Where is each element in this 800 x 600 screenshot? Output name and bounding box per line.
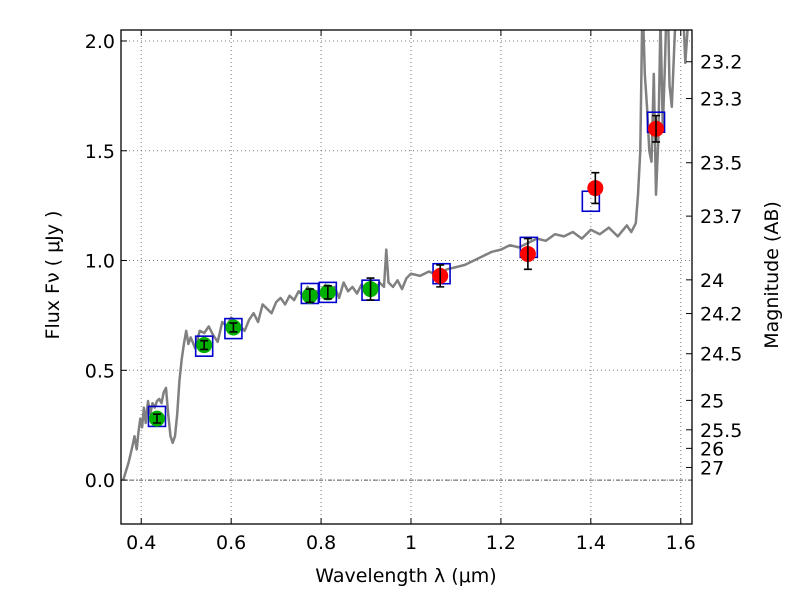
y2-tick-label: 24.2 bbox=[700, 304, 742, 326]
y2-tick-label: 26 bbox=[700, 438, 724, 460]
x-tick-label: 0.6 bbox=[216, 532, 246, 554]
y-tick-label: 2.0 bbox=[85, 31, 115, 53]
error-bar bbox=[152, 413, 161, 424]
error-bar bbox=[200, 339, 209, 351]
error-bar bbox=[652, 114, 661, 143]
x-axis-label: Wavelength λ (μm) bbox=[315, 565, 496, 587]
photometry-points bbox=[148, 114, 665, 427]
y2-tick-label: 23.3 bbox=[700, 89, 742, 111]
y2-tick-label: 23.2 bbox=[700, 52, 742, 74]
y-tick-label: 0.5 bbox=[85, 360, 115, 382]
y2-axis-label: Magnitude (AB) bbox=[761, 201, 783, 349]
model-flux-box bbox=[224, 317, 243, 340]
y-tick-label: 1.0 bbox=[85, 251, 115, 273]
error-bar bbox=[523, 237, 532, 271]
model-boxes bbox=[147, 111, 666, 428]
y2-tick-label: 25 bbox=[700, 390, 724, 412]
error-bar bbox=[323, 284, 332, 300]
y-tick-label: 0.0 bbox=[85, 470, 115, 492]
axis-ticks: 0.4 0.6 0.8 1 1.2 1.4 1.6 0.0 0.5 1.0 1.5 2.0 23.2 23… bbox=[85, 30, 742, 554]
grid-lines bbox=[121, 30, 692, 524]
error-bar bbox=[305, 288, 314, 304]
x-tick-label: 1.6 bbox=[666, 532, 696, 554]
x-tick-label: 1.2 bbox=[486, 532, 516, 554]
template-spectrum bbox=[122, 30, 689, 481]
axes-frame bbox=[120, 29, 693, 525]
x-tick-label: 0.8 bbox=[306, 532, 336, 554]
error-bar bbox=[229, 322, 238, 333]
model-flux-box bbox=[318, 281, 338, 304]
error-bar bbox=[436, 264, 445, 288]
error-bar bbox=[591, 171, 600, 205]
template-spectrum-line bbox=[122, 30, 689, 481]
x-tick-label: 1.4 bbox=[576, 532, 606, 554]
y-axis-label: Flux Fν ( μJy ) bbox=[42, 211, 64, 340]
model-flux-box bbox=[194, 335, 214, 357]
y2-tick-label: 25.5 bbox=[700, 420, 742, 442]
x-tick-label: 1 bbox=[405, 532, 417, 554]
plot-frame bbox=[120, 29, 693, 525]
y2-tick-label: 27 bbox=[700, 457, 724, 479]
y2-tick-label: 23.5 bbox=[700, 153, 742, 175]
x-tick-label: 0.4 bbox=[126, 532, 156, 554]
y2-tick-label: 24 bbox=[700, 270, 724, 292]
y-tick-label: 1.5 bbox=[85, 141, 115, 163]
error-bar bbox=[366, 277, 375, 301]
y2-tick-label: 23.7 bbox=[700, 206, 742, 228]
y2-tick-label: 24.5 bbox=[700, 344, 742, 366]
